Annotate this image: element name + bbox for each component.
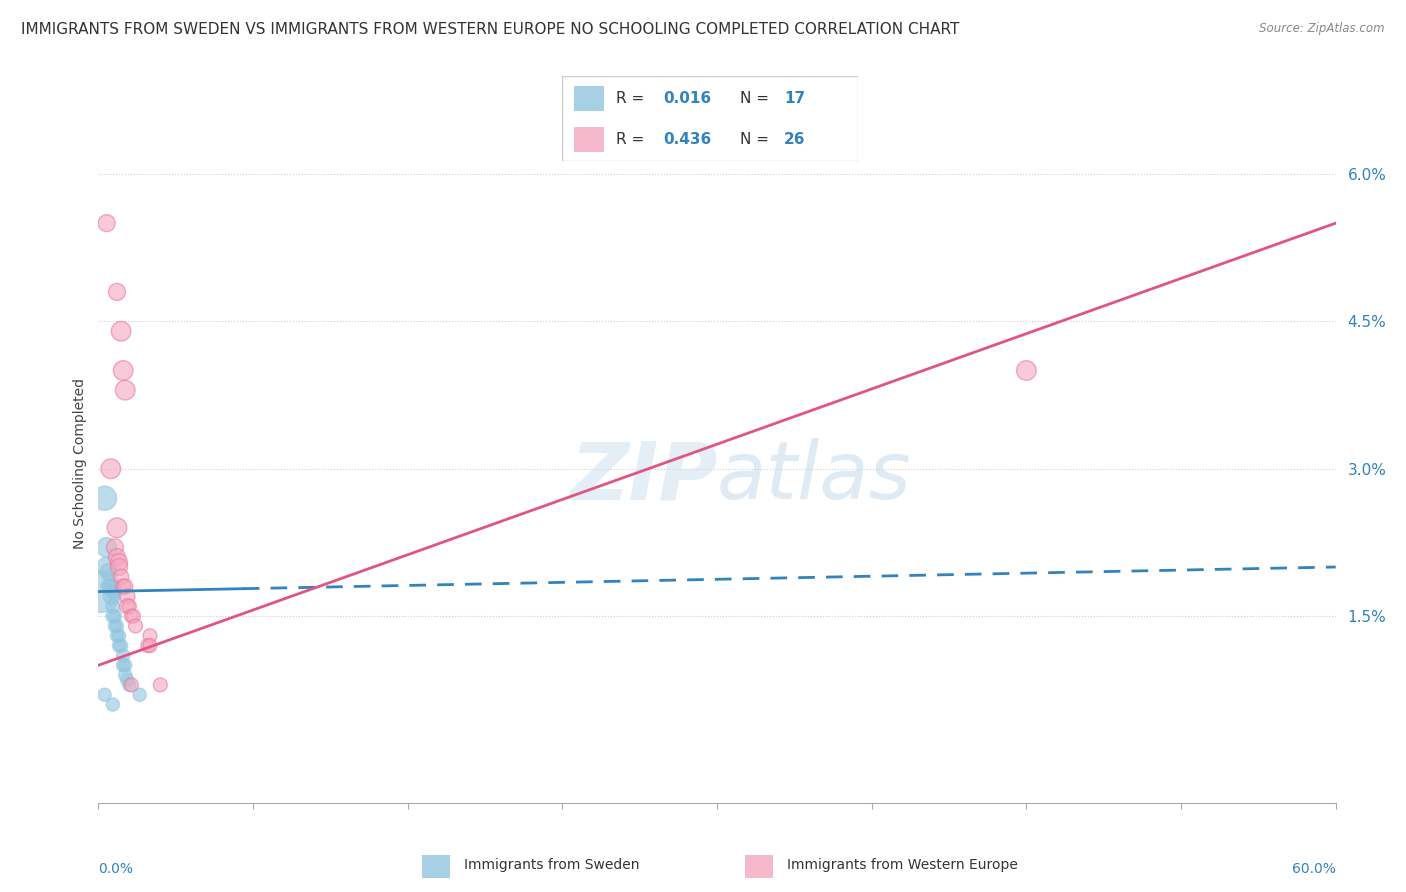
Point (108, 639, 131, 653)
Point (93, 491, 115, 506)
Point (136, 639, 159, 653)
Text: 0.0%: 0.0% (98, 862, 134, 876)
Point (108, 560, 131, 574)
FancyBboxPatch shape (422, 855, 450, 878)
Point (112, 363, 135, 377)
Point (93, 688, 115, 702)
Text: N =: N = (740, 132, 773, 147)
Point (110, 570, 132, 584)
Point (114, 580, 136, 594)
Text: 17: 17 (785, 91, 806, 106)
Point (112, 658, 135, 673)
Point (108, 555, 131, 569)
Text: R =: R = (616, 91, 648, 106)
Text: IMMIGRANTS FROM SWEDEN VS IMMIGRANTS FROM WESTERN EUROPE NO SCHOOLING COMPLETED : IMMIGRANTS FROM SWEDEN VS IMMIGRANTS FRO… (21, 22, 959, 37)
Point (100, 590, 122, 604)
Point (117, 673, 139, 687)
Point (89, 584, 111, 599)
Point (101, 584, 124, 599)
Point (108, 629, 131, 643)
FancyBboxPatch shape (574, 86, 603, 112)
Point (100, 580, 122, 594)
Point (114, 383, 136, 397)
Point (122, 609, 145, 624)
Point (101, 698, 124, 712)
Text: 26: 26 (785, 132, 806, 147)
Point (104, 541, 127, 555)
Point (112, 580, 135, 594)
Point (100, 462, 122, 476)
Point (118, 678, 141, 692)
Point (105, 550, 128, 565)
Point (114, 668, 136, 682)
FancyBboxPatch shape (574, 127, 603, 152)
Point (105, 619, 128, 633)
Point (110, 639, 132, 653)
Point (96, 560, 118, 574)
Text: 60.0%: 60.0% (1292, 862, 1336, 876)
Text: 0.436: 0.436 (662, 132, 711, 147)
Point (118, 599, 141, 614)
Text: Immigrants from Western Europe: Immigrants from Western Europe (787, 858, 1018, 872)
Point (105, 285, 128, 299)
Point (117, 599, 139, 614)
Point (101, 609, 124, 624)
Y-axis label: No Schooling Completed: No Schooling Completed (73, 378, 87, 549)
Point (139, 629, 162, 643)
Point (120, 609, 142, 624)
Point (1015, 363, 1038, 377)
Point (120, 678, 142, 692)
Point (139, 639, 162, 653)
Point (124, 619, 146, 633)
Text: R =: R = (616, 132, 648, 147)
Point (96, 541, 118, 555)
Point (97, 565, 120, 579)
Text: atlas: atlas (717, 438, 912, 516)
Point (117, 590, 139, 604)
Point (105, 629, 128, 643)
Point (110, 324, 132, 338)
Text: 0.016: 0.016 (662, 91, 711, 106)
Point (114, 658, 136, 673)
FancyBboxPatch shape (562, 76, 858, 161)
FancyBboxPatch shape (745, 855, 773, 878)
Point (101, 599, 124, 614)
Point (104, 619, 127, 633)
Point (96, 216, 118, 230)
Point (105, 521, 128, 535)
Point (104, 609, 127, 624)
Text: Immigrants from Sweden: Immigrants from Sweden (464, 858, 640, 872)
Text: N =: N = (740, 91, 773, 106)
Point (149, 678, 172, 692)
Text: Source: ZipAtlas.com: Source: ZipAtlas.com (1260, 22, 1385, 36)
Point (128, 688, 150, 702)
Text: ZIP: ZIP (569, 438, 717, 516)
Point (97, 580, 120, 594)
Point (112, 648, 135, 663)
